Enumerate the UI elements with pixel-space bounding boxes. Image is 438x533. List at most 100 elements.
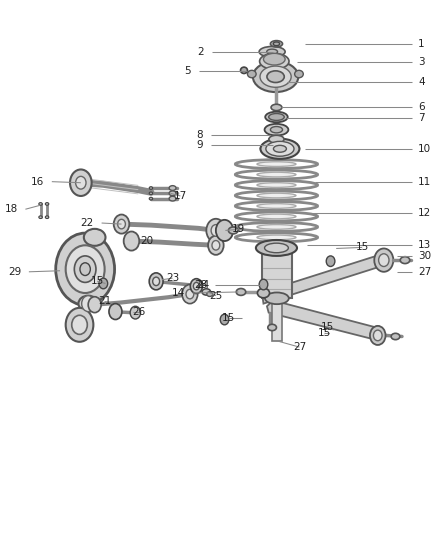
Text: 27: 27 bbox=[293, 342, 306, 352]
Text: 21: 21 bbox=[98, 296, 111, 306]
Circle shape bbox=[220, 314, 229, 325]
Ellipse shape bbox=[84, 229, 106, 246]
Circle shape bbox=[211, 224, 221, 236]
Ellipse shape bbox=[256, 240, 297, 256]
Bar bbox=[272, 297, 282, 341]
Text: 15: 15 bbox=[222, 313, 236, 324]
Text: 4: 4 bbox=[418, 77, 424, 87]
Ellipse shape bbox=[257, 235, 296, 240]
Text: 13: 13 bbox=[418, 240, 431, 251]
Ellipse shape bbox=[265, 293, 289, 304]
Circle shape bbox=[109, 304, 122, 319]
Circle shape bbox=[56, 233, 115, 305]
Circle shape bbox=[212, 240, 220, 250]
Text: 16: 16 bbox=[31, 176, 44, 187]
Circle shape bbox=[193, 282, 199, 290]
Ellipse shape bbox=[169, 185, 176, 190]
Text: 25: 25 bbox=[209, 290, 223, 301]
Ellipse shape bbox=[268, 324, 276, 330]
Ellipse shape bbox=[257, 172, 296, 177]
Ellipse shape bbox=[264, 53, 285, 65]
Polygon shape bbox=[267, 301, 382, 340]
Text: 1: 1 bbox=[418, 39, 424, 50]
Circle shape bbox=[99, 278, 108, 289]
Circle shape bbox=[216, 220, 233, 241]
Ellipse shape bbox=[391, 333, 400, 340]
Ellipse shape bbox=[267, 71, 284, 83]
Ellipse shape bbox=[267, 49, 278, 54]
Bar bbox=[262, 247, 292, 298]
Ellipse shape bbox=[268, 114, 284, 120]
Bar bbox=[78, 266, 92, 304]
Circle shape bbox=[114, 215, 129, 233]
Ellipse shape bbox=[261, 139, 300, 159]
Ellipse shape bbox=[149, 187, 153, 189]
Circle shape bbox=[149, 273, 163, 290]
Ellipse shape bbox=[257, 193, 296, 198]
Circle shape bbox=[124, 231, 139, 251]
Ellipse shape bbox=[39, 216, 42, 219]
Text: 22: 22 bbox=[81, 218, 94, 228]
Text: 12: 12 bbox=[418, 208, 431, 219]
Text: 9: 9 bbox=[196, 140, 203, 150]
Text: 2: 2 bbox=[197, 47, 204, 57]
Ellipse shape bbox=[229, 227, 238, 234]
Text: 7: 7 bbox=[418, 113, 424, 123]
Ellipse shape bbox=[258, 288, 269, 298]
Ellipse shape bbox=[270, 126, 283, 133]
Ellipse shape bbox=[149, 192, 153, 195]
Circle shape bbox=[74, 256, 96, 282]
Ellipse shape bbox=[257, 214, 296, 219]
Ellipse shape bbox=[202, 289, 211, 295]
Ellipse shape bbox=[257, 183, 296, 188]
Ellipse shape bbox=[259, 46, 285, 57]
Circle shape bbox=[66, 245, 105, 293]
Text: 20: 20 bbox=[140, 236, 153, 246]
Ellipse shape bbox=[253, 61, 298, 92]
Text: 14: 14 bbox=[171, 288, 185, 298]
Circle shape bbox=[374, 248, 393, 272]
Ellipse shape bbox=[240, 67, 247, 74]
Text: 23: 23 bbox=[166, 273, 179, 283]
Circle shape bbox=[88, 297, 101, 313]
Circle shape bbox=[191, 279, 202, 294]
Circle shape bbox=[80, 263, 90, 276]
Ellipse shape bbox=[169, 196, 176, 201]
Ellipse shape bbox=[45, 203, 49, 205]
Ellipse shape bbox=[39, 203, 42, 205]
Circle shape bbox=[81, 296, 95, 312]
Text: 29: 29 bbox=[8, 267, 21, 277]
Ellipse shape bbox=[260, 53, 289, 69]
Text: 27: 27 bbox=[418, 267, 431, 277]
Ellipse shape bbox=[265, 124, 288, 135]
Text: 15: 15 bbox=[356, 243, 369, 253]
Text: 24: 24 bbox=[196, 280, 209, 290]
Ellipse shape bbox=[295, 70, 303, 78]
Text: 30: 30 bbox=[418, 251, 431, 261]
Text: 18: 18 bbox=[4, 204, 18, 214]
Text: 15: 15 bbox=[318, 328, 331, 338]
Ellipse shape bbox=[78, 296, 98, 312]
Text: 11: 11 bbox=[418, 176, 431, 187]
Ellipse shape bbox=[247, 70, 256, 78]
Ellipse shape bbox=[269, 135, 284, 143]
Ellipse shape bbox=[266, 141, 294, 156]
Polygon shape bbox=[263, 253, 389, 304]
Circle shape bbox=[153, 277, 159, 286]
Circle shape bbox=[326, 256, 335, 266]
Ellipse shape bbox=[265, 112, 288, 122]
Text: 15: 15 bbox=[321, 322, 334, 332]
Ellipse shape bbox=[257, 161, 296, 166]
Circle shape bbox=[182, 285, 198, 304]
Text: 28: 28 bbox=[194, 279, 207, 289]
Circle shape bbox=[118, 219, 125, 229]
Ellipse shape bbox=[271, 104, 282, 111]
Ellipse shape bbox=[149, 197, 153, 200]
Ellipse shape bbox=[265, 243, 288, 253]
Circle shape bbox=[130, 306, 141, 319]
Ellipse shape bbox=[270, 41, 283, 47]
Circle shape bbox=[66, 308, 93, 342]
Circle shape bbox=[72, 316, 87, 334]
Ellipse shape bbox=[236, 288, 246, 295]
Circle shape bbox=[259, 279, 268, 290]
